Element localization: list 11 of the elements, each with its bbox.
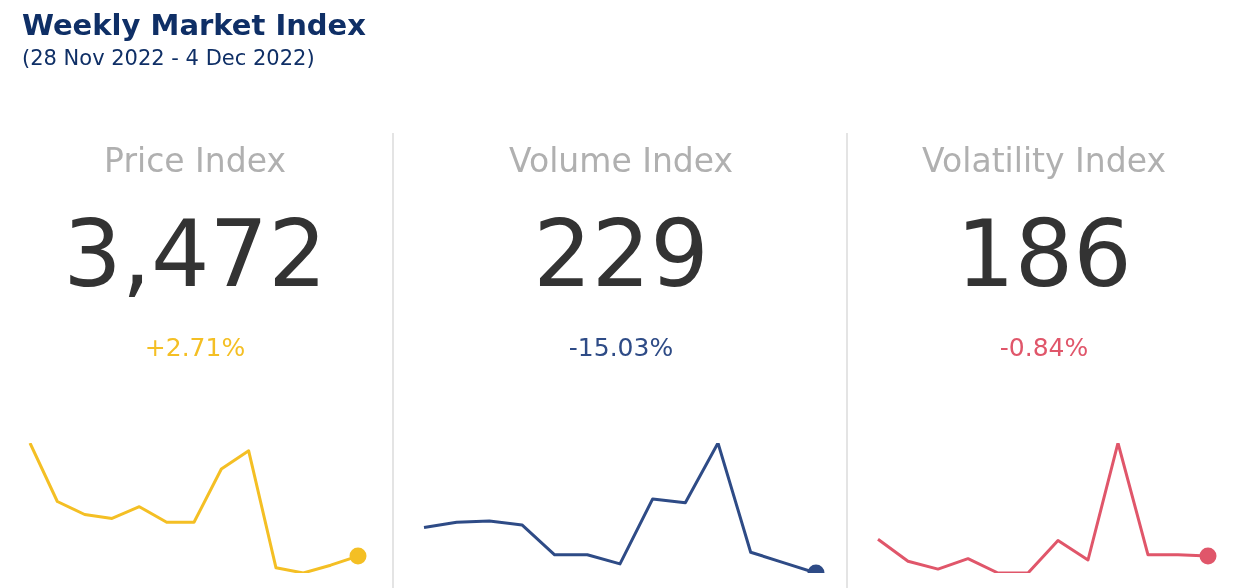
text: 3,472 bbox=[62, 201, 328, 308]
text: (28 Nov 2022 - 4 Dec 2022) bbox=[22, 46, 316, 70]
text: 186 bbox=[955, 201, 1133, 308]
text: Weekly Market Index bbox=[22, 8, 366, 42]
chart-title: Volatility Index bbox=[921, 141, 1167, 180]
chart-title: Volume Index bbox=[507, 141, 735, 180]
chart-title: Price Index bbox=[103, 141, 287, 180]
text: -0.84% bbox=[998, 333, 1090, 363]
text: +2.71% bbox=[143, 333, 247, 363]
text: -15.03% bbox=[567, 333, 675, 363]
text: 229 bbox=[532, 201, 710, 308]
